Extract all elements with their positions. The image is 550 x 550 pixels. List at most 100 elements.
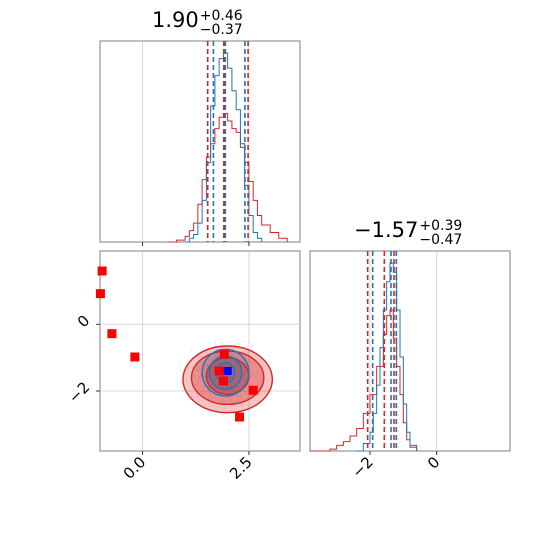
sample-point xyxy=(240,403,243,406)
sample-point xyxy=(249,364,252,366)
sample-point xyxy=(244,367,246,369)
red-marker-1 xyxy=(95,289,105,299)
sample-point xyxy=(238,399,241,402)
sample-point xyxy=(200,355,203,358)
sample-point xyxy=(243,376,245,379)
sample-point xyxy=(206,364,209,367)
sample-point xyxy=(195,368,198,371)
red-marker-6 xyxy=(214,366,224,376)
sample-point xyxy=(197,395,200,398)
scatter-2d-layer xyxy=(95,251,300,451)
hist2-blue-series xyxy=(356,262,418,452)
sample-point xyxy=(228,383,231,385)
scatter-ytick-label-1: 0 xyxy=(74,312,93,331)
sample-point xyxy=(210,359,213,361)
sample-point xyxy=(252,360,255,363)
panel-hist-param1-frame xyxy=(99,40,301,243)
sample-point xyxy=(235,362,238,365)
sample-point xyxy=(198,380,201,383)
red-marker-4 xyxy=(219,349,229,359)
sample-point xyxy=(210,375,213,378)
sample-point xyxy=(212,379,215,381)
sample-point xyxy=(228,364,230,367)
sample-point xyxy=(235,394,238,397)
sample-point xyxy=(247,351,249,354)
sample-point xyxy=(236,375,238,378)
sample-point xyxy=(212,363,215,366)
panel-scatter-2d xyxy=(95,250,301,452)
sample-point xyxy=(212,365,215,368)
sample-point xyxy=(198,377,201,379)
sample-point xyxy=(190,349,193,352)
sample-point xyxy=(249,360,252,363)
sample-point xyxy=(230,375,233,377)
sample-point xyxy=(239,395,242,398)
sample-point xyxy=(251,374,253,377)
sample-point xyxy=(219,360,222,362)
sample-point xyxy=(237,371,240,374)
sample-point xyxy=(212,374,215,377)
sample-point xyxy=(251,345,253,348)
sample-point xyxy=(237,385,240,388)
sample-point xyxy=(213,387,215,389)
sample-point xyxy=(228,386,231,389)
sample-point xyxy=(215,354,217,357)
sample-point xyxy=(245,370,247,373)
scatter-ytick-label-0: −2 xyxy=(65,378,93,406)
sample-point xyxy=(227,386,230,389)
scatter-xtick-label-0: 0.0 xyxy=(120,453,150,483)
sample-point xyxy=(198,376,201,379)
sample-point xyxy=(243,350,246,353)
sample-point xyxy=(211,370,214,373)
sample-point xyxy=(235,356,237,359)
sample-point xyxy=(196,366,199,369)
sample-point xyxy=(215,364,217,367)
sample-point xyxy=(227,396,229,399)
panel-scatter-frame xyxy=(99,250,301,452)
sample-point xyxy=(213,405,216,407)
sample-point xyxy=(196,381,199,384)
sample-point xyxy=(241,390,244,393)
sample-point xyxy=(199,373,202,376)
sample-point xyxy=(210,384,213,387)
sample-point xyxy=(220,400,222,403)
sample-point xyxy=(237,388,240,391)
panel-hist-param2-frame xyxy=(309,250,511,452)
sample-point xyxy=(226,375,228,377)
hist2-red-series xyxy=(310,309,418,452)
sample-point xyxy=(203,385,206,388)
sample-point xyxy=(206,376,209,379)
sample-point xyxy=(179,364,182,367)
red-marker-8 xyxy=(235,412,245,422)
sample-point xyxy=(230,359,232,362)
sample-point xyxy=(207,391,210,393)
sample-point xyxy=(205,363,208,366)
red-marker-5 xyxy=(218,376,228,386)
sample-point xyxy=(209,394,212,397)
sample-point xyxy=(214,341,217,344)
sample-point xyxy=(203,375,206,378)
red-marker-2 xyxy=(107,329,117,339)
sample-point xyxy=(245,392,248,395)
sample-point xyxy=(254,372,257,375)
sample-point xyxy=(229,376,232,379)
red-marker-0 xyxy=(97,266,107,276)
panel-hist-param1 xyxy=(99,40,301,243)
sample-point xyxy=(260,358,263,361)
hist-param2-layer xyxy=(310,251,438,452)
sample-point xyxy=(222,391,225,394)
sample-point xyxy=(246,344,249,347)
hist1-red-series xyxy=(168,112,288,243)
sample-point xyxy=(247,358,250,361)
sample-point xyxy=(235,364,238,366)
sample-point xyxy=(266,378,269,381)
sample-point xyxy=(236,341,239,343)
sample-point xyxy=(214,380,217,383)
sample-point xyxy=(237,394,240,397)
sample-point xyxy=(222,398,224,401)
sample-point xyxy=(214,356,217,358)
sample-point xyxy=(229,398,232,401)
title-param2-value: −1.57 xyxy=(354,218,419,242)
title-param1-upper: +0.46 xyxy=(199,7,243,24)
sample-point xyxy=(210,396,213,399)
